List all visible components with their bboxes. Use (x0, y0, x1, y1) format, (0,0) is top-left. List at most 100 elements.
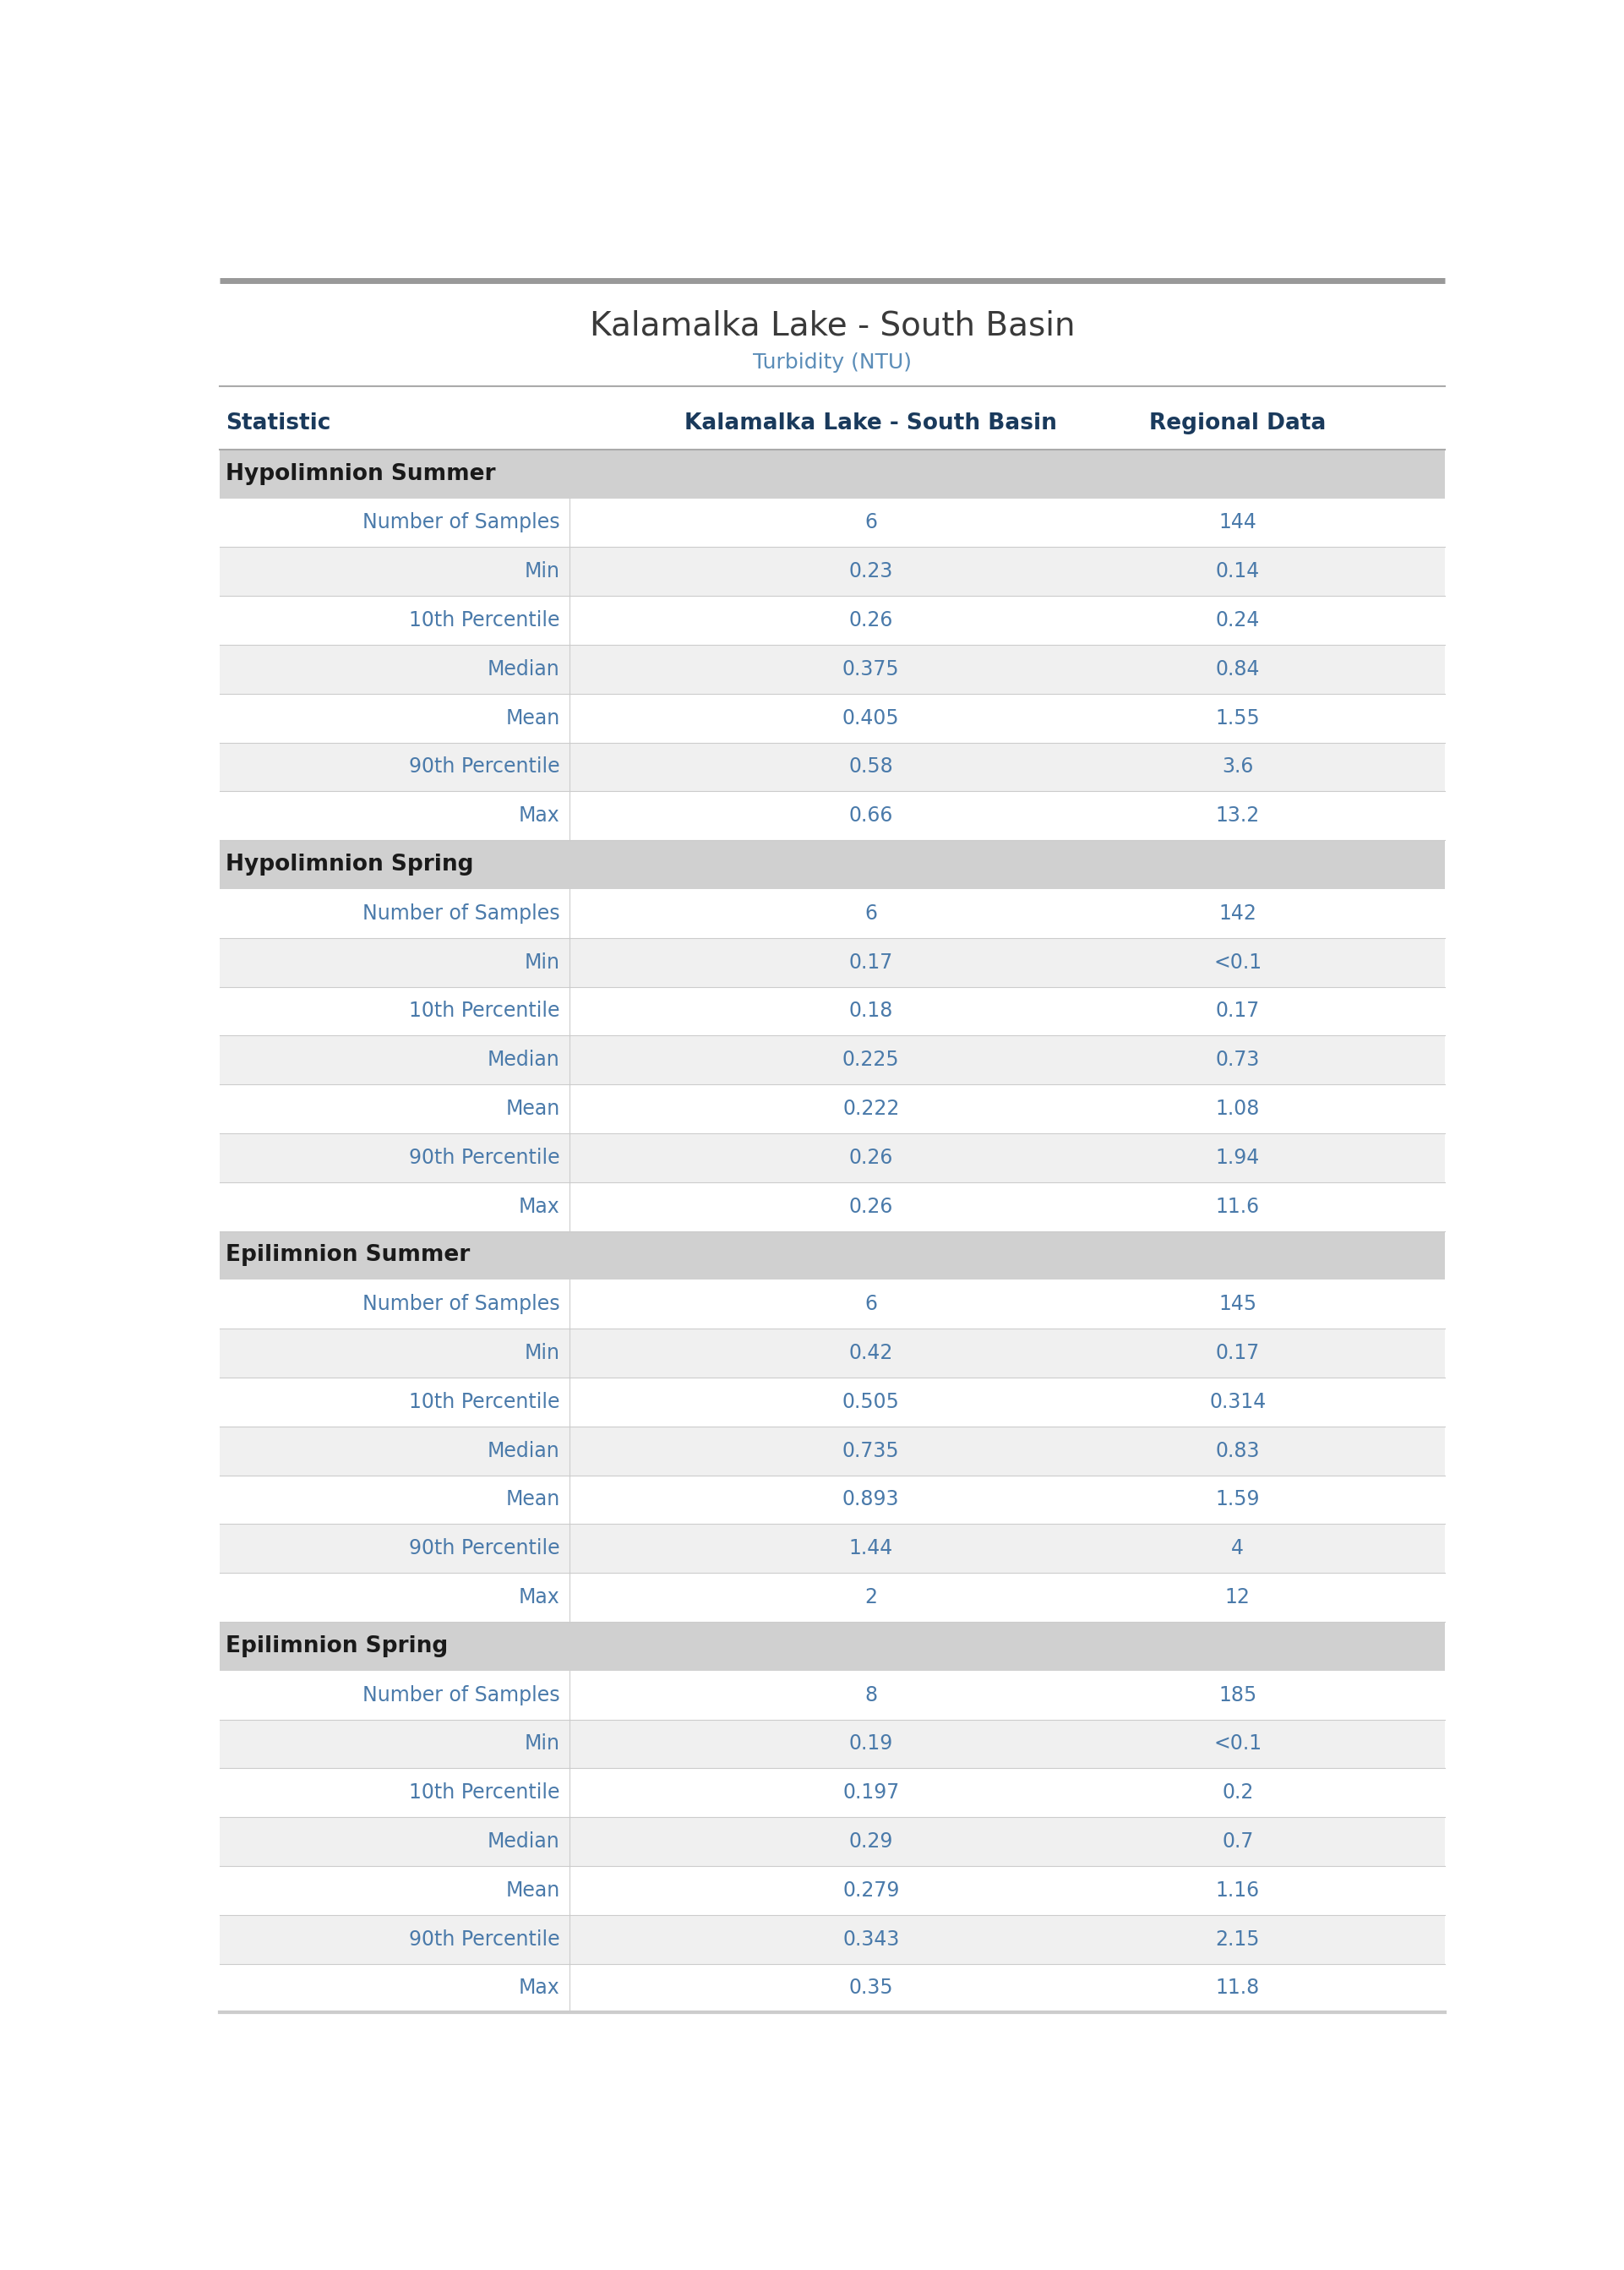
Bar (219, 1718, 1445, 1768)
Text: 0.26: 0.26 (849, 611, 893, 631)
Text: <0.1: <0.1 (1213, 951, 1262, 972)
Text: Hypolimnion Spring: Hypolimnion Spring (226, 854, 474, 876)
Text: 0.17: 0.17 (849, 951, 893, 972)
Text: Max: Max (518, 1196, 560, 1217)
Bar (219, 1671, 1445, 1718)
Text: 0.26: 0.26 (849, 1149, 893, 1167)
Text: 90th Percentile: 90th Percentile (409, 1930, 560, 1950)
Text: Median: Median (487, 658, 560, 679)
Bar (219, 1476, 1445, 1523)
Text: 0.343: 0.343 (843, 1930, 900, 1950)
Text: 13.2: 13.2 (1216, 806, 1260, 826)
Bar (219, 1964, 1445, 2013)
Bar (219, 1085, 1445, 1133)
Text: Min: Min (525, 561, 560, 581)
Bar (219, 497, 1445, 547)
Bar (219, 1183, 1445, 1230)
Text: 90th Percentile: 90th Percentile (409, 756, 560, 776)
Bar (219, 792, 1445, 840)
Text: 0.42: 0.42 (849, 1344, 893, 1364)
Text: Min: Min (525, 951, 560, 972)
Text: 10th Percentile: 10th Percentile (409, 1782, 560, 1802)
Text: Number of Samples: Number of Samples (362, 513, 560, 533)
Bar (219, 890, 1445, 938)
Bar (219, 1573, 1445, 1621)
Text: 10th Percentile: 10th Percentile (409, 611, 560, 631)
Text: Mean: Mean (505, 1489, 560, 1510)
Text: 1.08: 1.08 (1215, 1099, 1260, 1119)
Text: 0.405: 0.405 (843, 708, 900, 729)
Text: Min: Min (525, 1734, 560, 1755)
Text: Mean: Mean (505, 1099, 560, 1119)
Text: 0.17: 0.17 (1216, 1001, 1260, 1022)
Text: 0.83: 0.83 (1215, 1441, 1260, 1462)
Text: Mean: Mean (505, 708, 560, 729)
Text: Median: Median (487, 1832, 560, 1852)
Text: 0.84: 0.84 (1215, 658, 1260, 679)
Text: 145: 145 (1218, 1294, 1257, 1314)
Text: 144: 144 (1218, 513, 1257, 533)
Text: Kalamalka Lake - South Basin: Kalamalka Lake - South Basin (590, 309, 1075, 343)
Text: 0.893: 0.893 (843, 1489, 900, 1510)
Text: 11.8: 11.8 (1216, 1977, 1260, 1998)
Text: 12: 12 (1224, 1587, 1250, 1607)
Bar (219, 597, 1445, 645)
Text: 0.375: 0.375 (843, 658, 900, 679)
Bar (219, 840, 1445, 890)
Text: 0.222: 0.222 (843, 1099, 900, 1119)
Text: 10th Percentile: 10th Percentile (409, 1001, 560, 1022)
Text: 0.735: 0.735 (843, 1441, 900, 1462)
Text: 0.505: 0.505 (843, 1392, 900, 1412)
Text: 185: 185 (1218, 1684, 1257, 1705)
Text: 1.44: 1.44 (849, 1539, 893, 1559)
Text: 6: 6 (864, 903, 877, 924)
Bar (219, 547, 1445, 597)
Text: 11.6: 11.6 (1216, 1196, 1260, 1217)
Text: Mean: Mean (505, 1880, 560, 1900)
Text: 3.6: 3.6 (1221, 756, 1254, 776)
Text: <0.1: <0.1 (1213, 1734, 1262, 1755)
Bar (219, 1035, 1445, 1085)
Text: 0.23: 0.23 (849, 561, 893, 581)
Text: 1.59: 1.59 (1215, 1489, 1260, 1510)
Text: 2: 2 (864, 1587, 877, 1607)
Text: Number of Samples: Number of Samples (362, 1294, 560, 1314)
Text: 0.24: 0.24 (1215, 611, 1260, 631)
Bar (219, 1916, 1445, 1964)
Text: Turbidity (NTU): Turbidity (NTU) (754, 352, 911, 372)
Text: 0.35: 0.35 (849, 1977, 893, 1998)
Text: Max: Max (518, 1587, 560, 1607)
Text: 0.29: 0.29 (849, 1832, 893, 1852)
Bar (219, 1378, 1445, 1426)
Text: 6: 6 (864, 513, 877, 533)
Text: Regional Data: Regional Data (1150, 413, 1327, 434)
Text: 0.225: 0.225 (843, 1049, 900, 1069)
Text: Hypolimnion Summer: Hypolimnion Summer (226, 463, 495, 486)
Text: Median: Median (487, 1049, 560, 1069)
Bar (219, 1133, 1445, 1183)
Text: 0.7: 0.7 (1221, 1832, 1254, 1852)
Text: 0.17: 0.17 (1216, 1344, 1260, 1364)
Bar (219, 1230, 1445, 1280)
Bar (219, 1328, 1445, 1378)
Text: 0.279: 0.279 (843, 1880, 900, 1900)
Text: Epilimnion Spring: Epilimnion Spring (226, 1634, 448, 1657)
Bar (219, 742, 1445, 792)
Text: Epilimnion Summer: Epilimnion Summer (226, 1244, 471, 1267)
Bar (219, 1426, 1445, 1476)
Text: 0.2: 0.2 (1221, 1782, 1254, 1802)
Text: 0.14: 0.14 (1216, 561, 1260, 581)
Text: 0.58: 0.58 (849, 756, 893, 776)
Bar (219, 645, 1445, 695)
Bar (219, 1523, 1445, 1573)
Text: Number of Samples: Number of Samples (362, 903, 560, 924)
Text: Median: Median (487, 1441, 560, 1462)
Text: 4: 4 (1231, 1539, 1244, 1559)
Text: 0.197: 0.197 (843, 1782, 900, 1802)
Text: 10th Percentile: 10th Percentile (409, 1392, 560, 1412)
Bar (219, 1816, 1445, 1866)
Text: 1.55: 1.55 (1215, 708, 1260, 729)
Text: 6: 6 (864, 1294, 877, 1314)
Text: 8: 8 (864, 1684, 877, 1705)
Text: 0.19: 0.19 (849, 1734, 893, 1755)
